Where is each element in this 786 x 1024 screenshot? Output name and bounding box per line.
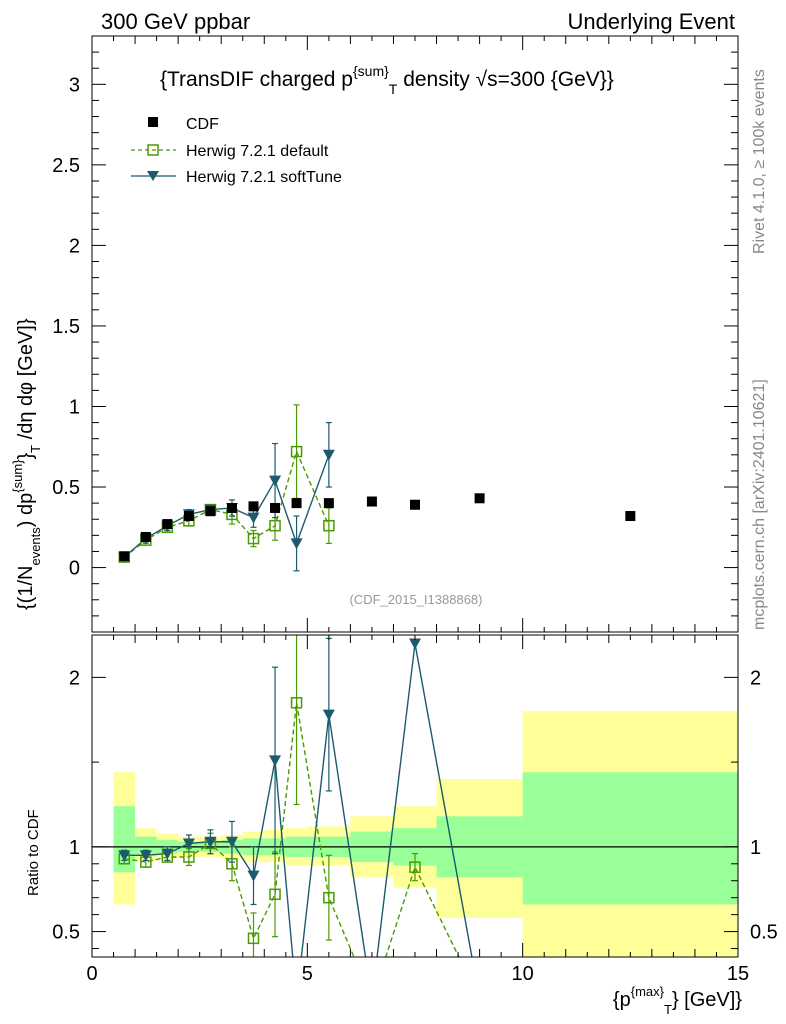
legend-soft-label: Herwig 7.2.1 softTune — [186, 169, 342, 186]
cdf-point — [248, 501, 259, 512]
y-tick-label: 0.5 — [52, 922, 80, 944]
cdf-point — [270, 502, 281, 513]
cdf-point — [323, 498, 334, 509]
herwig-default-point — [290, 445, 303, 458]
header-right: Underlying Event — [567, 9, 735, 34]
cdf-point — [410, 499, 420, 510]
top-panel: 0 0.5 1 1.5 2 2.5 3 {TransDIF charged p{sum}T … — [10, 35, 739, 633]
y-tick-label: 1 — [69, 396, 80, 418]
ratio-default-point — [247, 932, 260, 945]
ratio-soft-point — [161, 848, 174, 860]
cdf-band-inner — [522, 772, 738, 905]
y-tick-label-right: 0.5 — [750, 922, 778, 944]
cdf-point — [226, 502, 237, 513]
ratio-default-point — [226, 858, 238, 870]
herwig-soft-line — [123, 454, 330, 558]
bottom-axis-ticks: 0 5 10 150.5 0.51 12 2 — [52, 635, 778, 985]
title-sup: {sum} — [353, 63, 389, 79]
ylabel-c-sub: T — [28, 445, 43, 453]
title-sqrt: √ — [476, 68, 488, 91]
ratio-soft-point — [204, 836, 217, 848]
y-tick-label: 2 — [69, 667, 80, 689]
top-plot-area — [118, 404, 636, 572]
legend-default-label: Herwig 7.2.1 default — [186, 143, 329, 160]
herwig-default-point — [323, 519, 335, 532]
ratio-soft-point — [118, 850, 131, 862]
legend-default-marker — [147, 144, 159, 156]
cdf-point — [291, 498, 302, 509]
ylabel-b: ) dp — [15, 493, 37, 527]
ratio-default-point — [269, 888, 281, 901]
ylabel-a-sub: events — [28, 527, 43, 566]
rivet-label: Rivet 4.1.0, ≥ 100k events — [751, 69, 768, 254]
ratio-soft-point — [225, 836, 238, 848]
cdf-point — [183, 511, 194, 522]
herwig-default-point — [247, 532, 260, 545]
herwig-soft-point — [247, 512, 260, 524]
y-tick-label: 2.5 — [52, 155, 80, 177]
ylabel-a: {(1/N — [15, 566, 37, 610]
title-post1: density — [397, 68, 475, 91]
cdf-point — [119, 551, 130, 562]
top-title: {TransDIF charged p{sum}T density √s=300… — [160, 63, 614, 97]
ratio-default-point — [290, 697, 303, 709]
header-left: 300 GeV ppbar — [101, 9, 250, 34]
x-tick-label: 10 — [512, 963, 534, 985]
bottom-plot-area — [92, 635, 738, 957]
x-tick-label: 15 — [727, 963, 749, 985]
y-tick-label-right: 2 — [750, 667, 761, 689]
legend-soft-marker — [147, 171, 159, 181]
title-pre: {TransDIF charged p — [160, 68, 353, 91]
bottom-xlabel: {p{max} T} [GeV]} — [613, 984, 742, 1017]
cdf-point — [474, 493, 485, 504]
y-tick-label: 0 — [69, 558, 80, 580]
x-tick-label: 5 — [302, 963, 313, 985]
xlabel-sub: T — [664, 1002, 672, 1017]
herwig-default-line — [123, 449, 330, 558]
herwig-soft-point — [322, 449, 335, 461]
xlabel-pre: {p — [613, 989, 631, 1011]
ratio-default-point — [323, 891, 335, 904]
top-ylabel: {(1/Nevents) dp{sum}}T /dη dφ [GeV]} — [10, 318, 43, 610]
herwig-default-point — [269, 519, 281, 532]
ratio-default-point — [409, 861, 421, 873]
cdf-point — [205, 506, 216, 517]
ratio-soft-point — [247, 870, 260, 882]
x-tick-label: 0 — [86, 963, 97, 985]
ratio-default-point — [183, 851, 195, 863]
cdf-point — [162, 519, 173, 530]
title-sub: T — [389, 81, 398, 97]
ylabel-b-sup: {sum} — [10, 459, 25, 493]
y-tick-label: 2 — [69, 235, 80, 257]
y-tick-label-right: 1 — [750, 837, 761, 859]
herwig-soft-point — [269, 475, 282, 487]
legend-cdf-label: CDF — [186, 116, 219, 133]
ratio-soft-point — [322, 709, 335, 721]
legend: CDF Herwig 7.2.1 default Herwig 7.2.1 so… — [131, 116, 342, 186]
ylabel-c: } — [15, 453, 37, 460]
cdf-point — [625, 511, 636, 522]
xlabel-sup: {max} — [631, 984, 665, 999]
ratio-soft-point — [409, 638, 421, 650]
mcplots-label: mcplots.cern.ch [arXiv:2401.10621] — [751, 379, 768, 630]
y-tick-label: 3 — [69, 74, 80, 96]
cdf-point — [366, 496, 377, 507]
y-tick-label: 1.5 — [52, 316, 80, 338]
y-tick-label: 0.5 — [52, 477, 80, 499]
cdf-point — [140, 531, 151, 542]
legend-cdf-marker — [148, 117, 158, 127]
title-post2: s=300 {GeV}} — [487, 68, 614, 91]
y-tick-label: 1 — [69, 837, 80, 859]
bottom-ylabel: Ratio to CDF — [25, 809, 42, 896]
ratio-soft-point — [139, 850, 152, 862]
bottom-panel: 0 5 10 150.5 0.51 12 2 Ratio to CDF {p{max}T} … — [25, 634, 778, 1017]
ylabel-d: /dη dφ [GeV]} — [15, 318, 37, 445]
top-axis-ticks: 0 0.5 1 1.5 2 2.5 3 — [52, 35, 739, 633]
ratio-soft-point — [269, 755, 282, 767]
herwig-soft-point — [290, 538, 303, 550]
ratio-soft-point — [182, 838, 195, 850]
xlabel-post: } [GeV]} — [672, 989, 742, 1011]
analysis-id: (CDF_2015_I1388868) — [350, 592, 483, 607]
